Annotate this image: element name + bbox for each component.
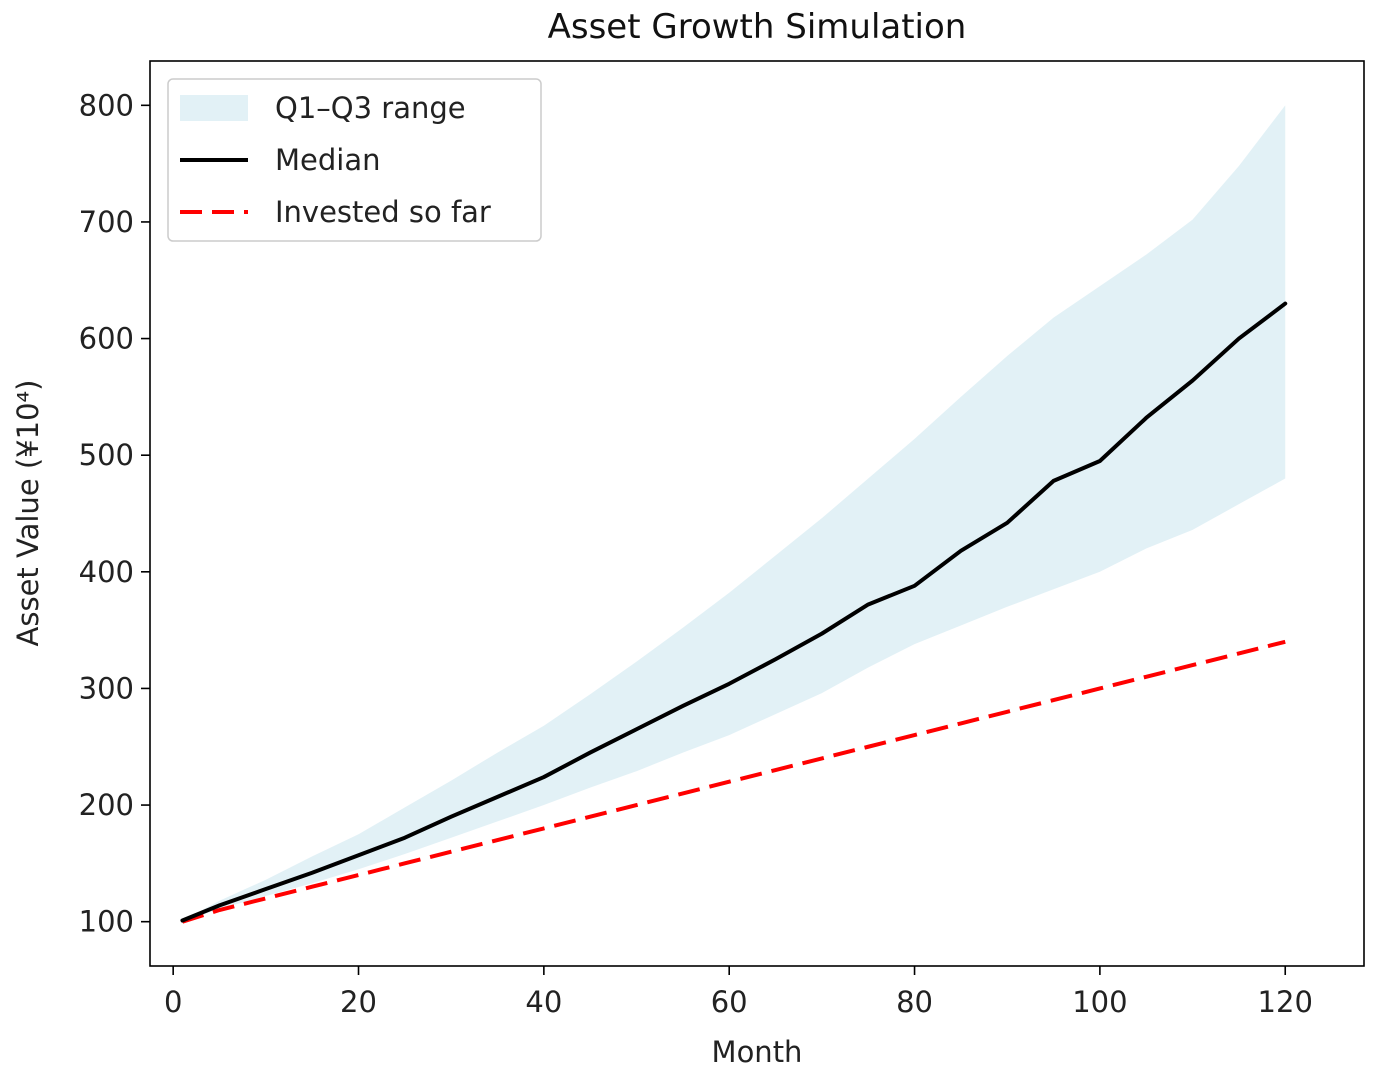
x-tick-label: 120 (1258, 985, 1313, 1019)
y-tick-label: 300 (79, 671, 134, 705)
x-tick-label: 40 (525, 985, 562, 1019)
y-tick-label: 500 (79, 438, 134, 472)
y-tick-label: 100 (79, 905, 134, 939)
series-line-invested (181, 639, 1286, 924)
y-axis-title: Asset Value (¥10⁴) (11, 380, 45, 647)
x-tick-label: 0 (164, 985, 182, 1019)
y-tick-label: 400 (79, 555, 134, 589)
y-tick-label: 700 (79, 205, 134, 239)
x-axis-title: Month (712, 1035, 803, 1069)
legend-label: Q1–Q3 range (275, 91, 466, 125)
x-tick-label: 60 (711, 985, 748, 1019)
x-tick-label: 20 (340, 985, 377, 1019)
series-band-q1-q3 (182, 105, 1286, 922)
y-tick-label: 800 (79, 88, 134, 122)
series-line-median (180, 301, 1288, 923)
legend-box (167, 78, 542, 242)
plot-frame (149, 60, 1365, 967)
legend-label: Median (275, 143, 380, 177)
legend-label: Invested so far (275, 195, 491, 229)
x-tick-label: 80 (896, 985, 933, 1019)
axes-layer: 0 20 40 60 80 100 120 100 200 300 400 500 600 700 800 (79, 60, 1365, 1019)
plot-layer (180, 105, 1288, 924)
chart-title: Asset Growth Simulation (548, 7, 967, 47)
y-tick-label: 200 (79, 788, 134, 822)
y-tick-label: 600 (79, 322, 134, 356)
legend: Q1–Q3 range Median Invested so far (167, 78, 542, 242)
x-tick-label: 100 (1072, 985, 1127, 1019)
legend-swatch-band (180, 95, 248, 121)
